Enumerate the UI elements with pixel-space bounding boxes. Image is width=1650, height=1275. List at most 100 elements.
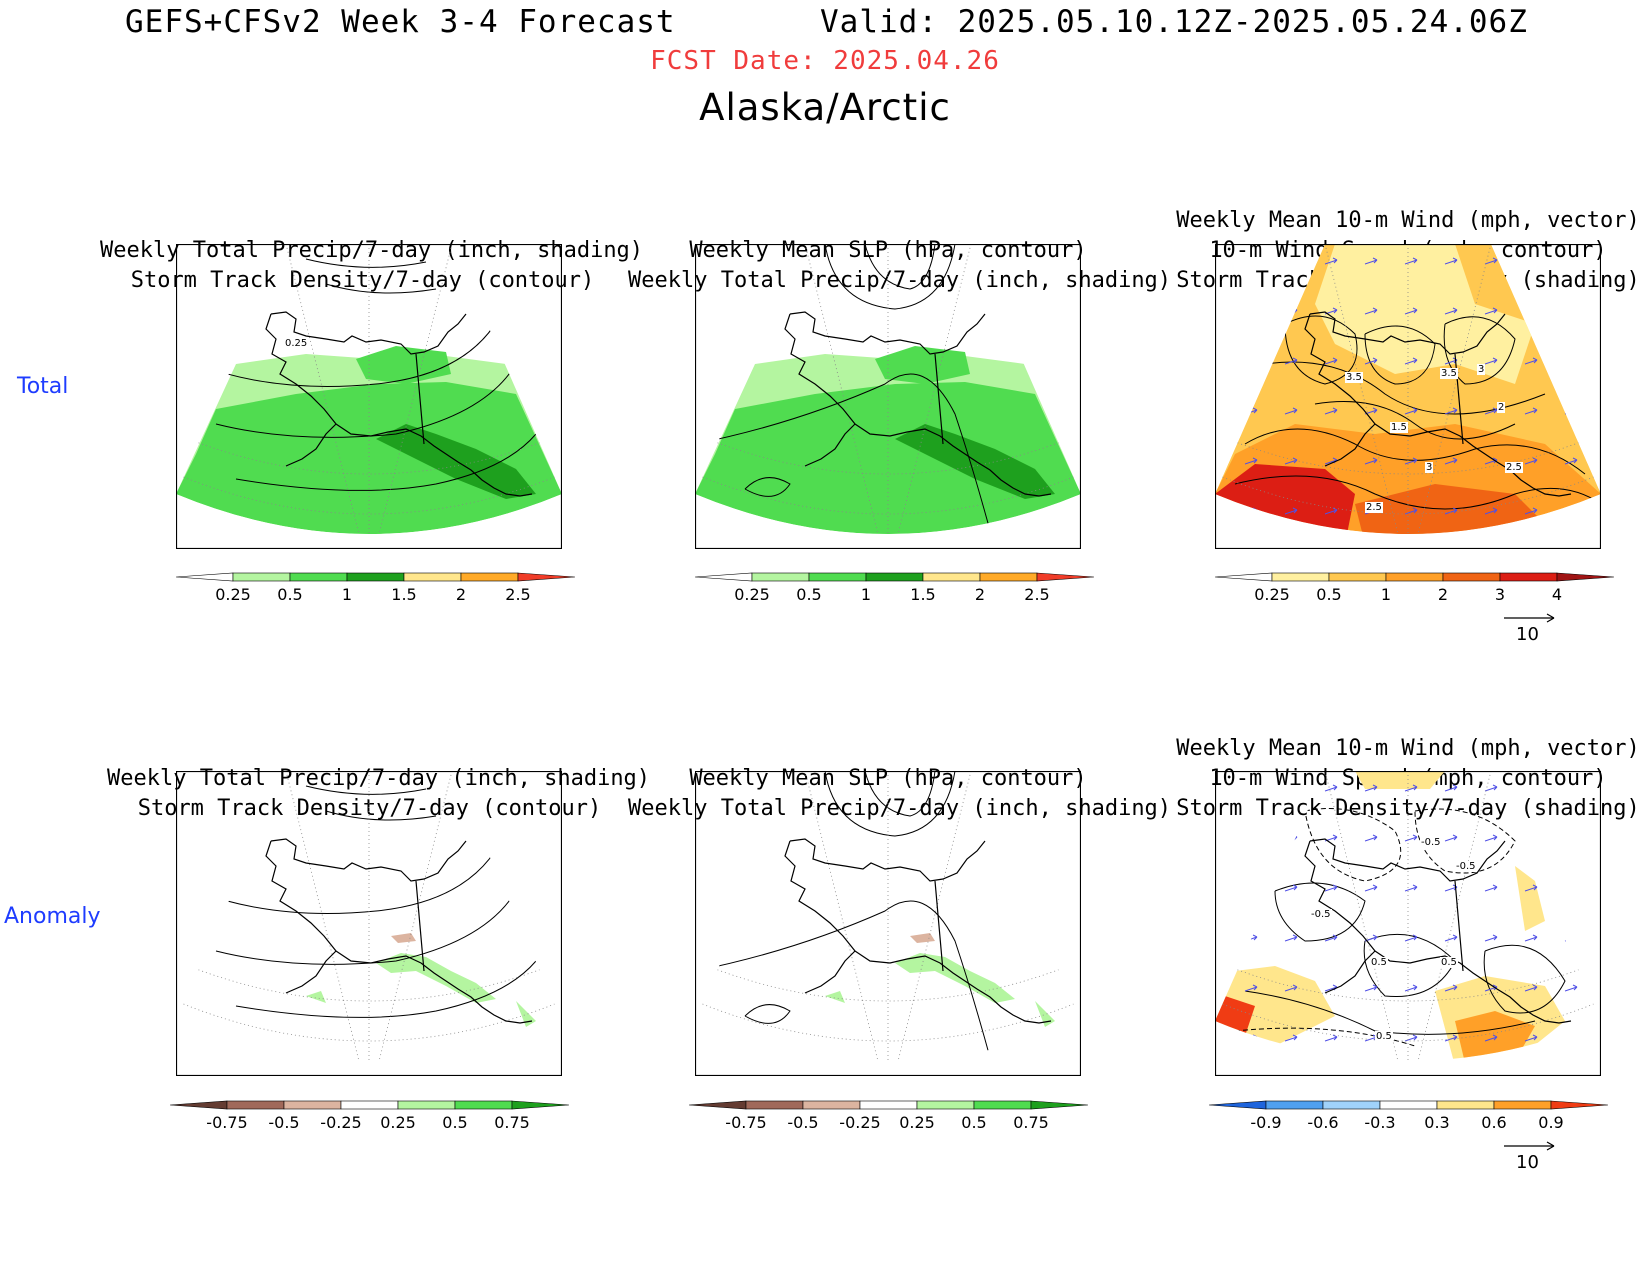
shading-region (391, 933, 416, 943)
wind-vector (1484, 257, 1498, 265)
shading-region (825, 991, 845, 1003)
wind-vector (1404, 984, 1418, 992)
wind-vector (1484, 1034, 1498, 1042)
wind-vector (1364, 784, 1378, 792)
shading-region (695, 382, 1081, 534)
colorbar-tick-label: -0.5 (268, 1113, 299, 1132)
contour-label: -0.5 (1455, 861, 1477, 872)
wind-vector (1284, 834, 1298, 842)
wind-vector (1524, 357, 1538, 365)
forecast-date: FCST Date: 2025.04.26 (650, 46, 1000, 76)
vector-scale-label: 10 (1516, 624, 1539, 645)
colorbar-segment (745, 1100, 804, 1110)
colorbar-segment (170, 1100, 228, 1110)
map-slp-anomaly (695, 771, 1081, 1076)
wind-vector (1564, 1034, 1578, 1042)
wind-vector (1484, 884, 1498, 892)
colorbar-wind-anomaly: -0.9 -0.6 -0.3 0.3 0.6 0.9 (1209, 1100, 1609, 1132)
wind-vector (1564, 984, 1578, 992)
panel-title-slp-total: Weekly Mean SLP (hPa, contour) Weekly Tot… (628, 238, 1172, 293)
row-label-total: Total (17, 374, 69, 399)
wind-vector (1364, 884, 1378, 892)
wind-vector (1284, 784, 1298, 792)
wind-vector (1404, 784, 1418, 792)
row-label-anomaly: Anomaly (4, 904, 101, 929)
colorbar-segment (1550, 1100, 1609, 1110)
colorbar-segment (340, 1100, 399, 1110)
shading-region (1355, 771, 1445, 789)
shading-region (176, 382, 562, 534)
contour-label: 3.5 (1440, 368, 1458, 379)
wind-vector (1244, 884, 1258, 892)
contour-label: 0.5 (1375, 1031, 1393, 1042)
map-precip-total (176, 244, 562, 549)
map-slp-total (695, 244, 1081, 549)
colorbar-precip-anomaly: -0.75 -0.5 -0.25 0.25 0.5 0.75 (170, 1100, 570, 1132)
colorbar-tick-label: 0.25 (380, 1113, 416, 1132)
wind-vector (1244, 457, 1258, 465)
colorbar-tick-label: 0.5 (796, 585, 821, 604)
wind-vector (1444, 307, 1458, 315)
colorbar-tick-label: 0.25 (899, 1113, 935, 1132)
shading-region (376, 424, 536, 499)
contour-label: 2.5 (1505, 462, 1523, 473)
wind-vector (1404, 257, 1418, 265)
colorbar-tick-label: 0.3 (1424, 1113, 1449, 1132)
contour-label: 3 (1425, 462, 1434, 473)
map-precip-anomaly (176, 771, 562, 1076)
wind-vector (1484, 834, 1498, 842)
vector-scale-anom: 10 (1500, 1136, 1560, 1186)
wind-vector (1484, 784, 1498, 792)
wind-vector (1404, 357, 1418, 365)
shading-region (1315, 244, 1535, 384)
contour-label: -0.5 (1310, 909, 1332, 920)
wind-vector (1444, 407, 1458, 415)
main-title: GEFS+CFSv2 Week 3-4 Forecast (125, 4, 676, 40)
colorbar-tick-label: -0.3 (1364, 1113, 1395, 1132)
contour-label: 3.5 (1345, 372, 1363, 383)
wind-vector (1284, 257, 1298, 265)
wind-vector (1364, 457, 1378, 465)
shading-region (376, 953, 496, 1003)
panel-title-precip-total: Weekly Total Precip/7-day (inch, shading… (100, 238, 644, 293)
colorbar-segment (922, 572, 981, 582)
colorbar-tick-label: 3 (1495, 585, 1505, 604)
wind-vector (1324, 257, 1338, 265)
contour-label: 2.5 (1365, 502, 1383, 513)
map-wind-total (1215, 244, 1601, 549)
colorbar-tick-label: -0.75 (206, 1113, 247, 1132)
colorbar-tick-label: 1 (861, 585, 871, 604)
colorbar-tick-label: -0.75 (725, 1113, 766, 1132)
wind-vector (1364, 257, 1378, 265)
region-title: Alaska/Arctic (699, 86, 951, 129)
colorbar-tick-label: 4 (1552, 585, 1562, 604)
contour-label: 0.25 (284, 338, 309, 349)
shading-region (356, 346, 451, 384)
colorbar-segment (1436, 1100, 1495, 1110)
colorbar-wind-total: 0.25 0.5 1 2 3 4 (1215, 572, 1615, 604)
colorbar-tick-label: 1 (342, 585, 352, 604)
colorbar-segment (454, 1100, 513, 1110)
colorbar-segment (397, 1100, 456, 1110)
wind-vector (1364, 984, 1378, 992)
colorbar-segment (689, 1100, 747, 1110)
wind-vector (1564, 407, 1578, 415)
wind-vector (1524, 934, 1538, 942)
wind-vector (1324, 884, 1338, 892)
wind-vector (1404, 934, 1418, 942)
colorbar-tick-label: 0.5 (1316, 585, 1341, 604)
wind-vector (1244, 834, 1258, 842)
wind-vector (1444, 1034, 1458, 1042)
wind-vector (1364, 307, 1378, 315)
colorbar-segment (289, 572, 348, 582)
wind-vector (1244, 934, 1258, 942)
colorbar-segment (1442, 572, 1501, 582)
colorbar-tick-label: -0.6 (1307, 1113, 1338, 1132)
wind-vector (1244, 357, 1258, 365)
colorbar-tick-label: 2 (456, 585, 466, 604)
colorbar-tick-label: 1.5 (910, 585, 935, 604)
colorbar-tick-label: 0.75 (494, 1113, 530, 1132)
colorbar-segment (916, 1100, 975, 1110)
colorbar-segment (751, 572, 810, 582)
colorbar-slp-anomaly: -0.75 -0.5 -0.25 0.25 0.5 0.75 (689, 1100, 1089, 1132)
